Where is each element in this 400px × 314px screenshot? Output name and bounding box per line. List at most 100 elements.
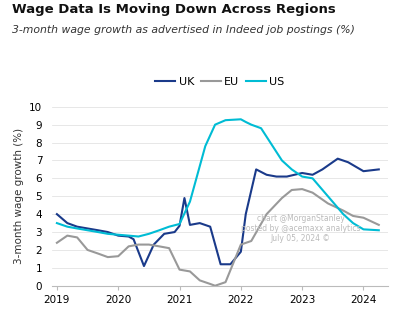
EU [213,284,218,288]
UK [188,223,192,227]
EU [326,202,330,205]
EU [85,248,90,252]
US [326,194,330,198]
US [341,212,346,216]
US [177,222,182,226]
US [85,228,90,232]
US [289,167,294,171]
Line: US: US [57,119,379,236]
EU [136,243,141,246]
UK [96,228,100,232]
US [54,221,59,225]
US [167,225,172,229]
EU [376,223,381,227]
Text: 3-month wage growth as advertised in Indeed job postings (%): 3-month wage growth as advertised in Ind… [12,25,355,35]
US [213,123,218,127]
US [75,227,80,230]
US [280,159,284,162]
US [105,232,110,236]
UK [300,171,304,175]
US [157,228,162,232]
US [116,233,121,237]
UK [335,157,340,160]
EU [157,245,162,248]
UK [162,232,167,236]
US [361,227,366,231]
US [203,144,208,148]
Text: chart @MorganStanley
posted by @acemaxx analytics
July 05, 2024 ©: chart @MorganStanley posted by @acemaxx … [241,214,360,243]
EU [249,239,254,243]
UK [228,263,233,266]
UK [126,235,131,238]
US [243,120,248,124]
EU [289,188,294,192]
UK [264,173,269,177]
EU [280,196,284,200]
US [188,200,192,203]
EU [300,187,304,191]
US [223,118,228,122]
UK [105,230,110,234]
US [259,126,264,130]
EU [208,282,212,286]
UK [182,196,187,200]
UK [142,264,146,268]
UK [376,167,381,171]
UK [116,234,121,237]
US [136,235,141,238]
US [351,221,356,225]
US [96,230,100,234]
UK [75,225,80,229]
UK [320,167,325,171]
EU [223,280,228,284]
UK [172,230,177,234]
EU [197,279,202,282]
UK [274,175,279,178]
US [146,232,151,236]
EU [75,236,80,239]
Text: Wage Data Is Moving Down Across Regions: Wage Data Is Moving Down Across Regions [12,3,336,16]
UK [208,225,212,229]
EU [238,243,243,246]
UK [310,173,315,177]
Y-axis label: 3-month wage growth (%): 3-month wage growth (%) [14,128,24,264]
EU [126,245,131,248]
EU [310,191,315,195]
UK [238,250,243,254]
US [238,117,243,121]
UK [151,243,156,246]
EU [96,252,100,255]
UK [85,227,90,230]
UK [54,212,59,216]
EU [351,214,356,218]
EU [177,268,182,272]
Line: EU: EU [57,189,379,286]
Legend: UK, EU, US: UK, EU, US [151,73,289,92]
EU [264,212,269,216]
US [300,175,304,178]
UK [218,263,223,266]
UK [284,175,289,178]
EU [341,209,346,213]
US [126,234,131,237]
UK [361,169,366,173]
EU [167,246,172,250]
US [65,225,70,229]
UK [346,160,350,164]
EU [105,255,110,259]
EU [146,243,151,246]
UK [197,221,202,225]
US [376,228,381,232]
UK [65,221,70,225]
EU [361,216,366,219]
UK [131,237,136,241]
EU [54,241,59,245]
EU [116,254,121,258]
US [249,123,254,127]
EU [65,234,70,237]
Line: UK: UK [57,159,379,266]
US [310,176,315,180]
UK [177,224,182,228]
EU [188,269,192,273]
UK [254,167,258,171]
